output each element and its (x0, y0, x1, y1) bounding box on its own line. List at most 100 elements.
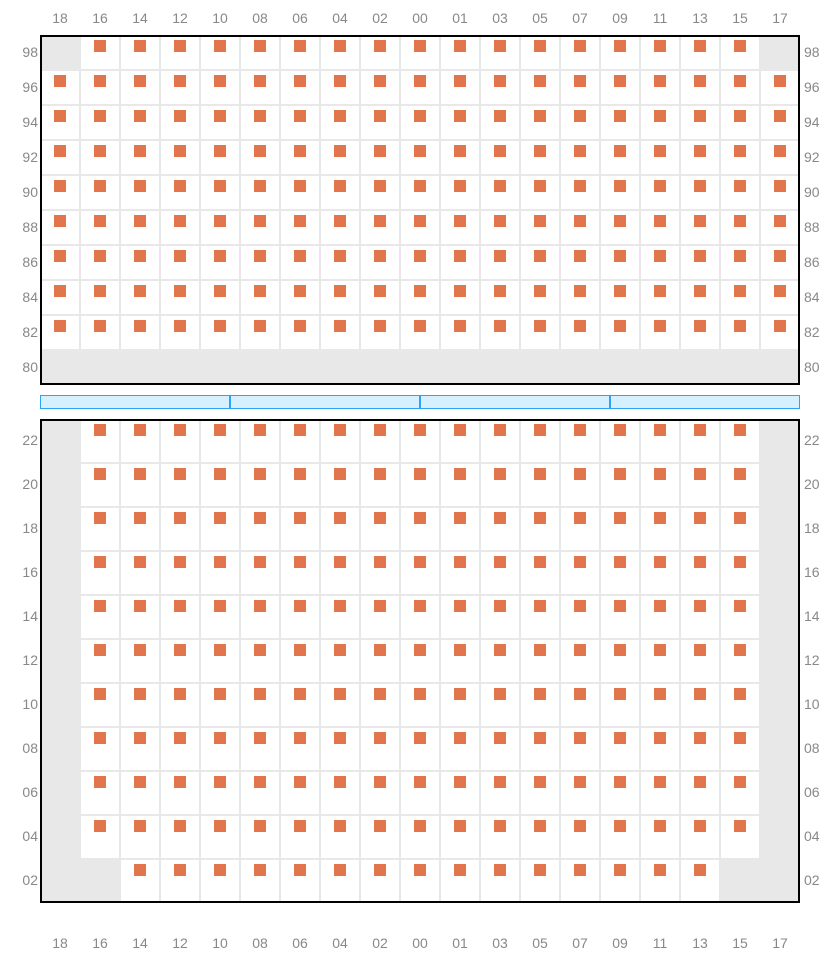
upper-seat[interactable] (574, 250, 586, 262)
upper-seat[interactable] (574, 320, 586, 332)
upper-seat[interactable] (774, 285, 786, 297)
lower-seat[interactable] (374, 600, 386, 612)
upper-seat[interactable] (734, 180, 746, 192)
upper-seat[interactable] (534, 145, 546, 157)
lower-seat[interactable] (534, 424, 546, 436)
lower-seat[interactable] (694, 600, 706, 612)
lower-seat[interactable] (254, 864, 266, 876)
lower-seat[interactable] (334, 600, 346, 612)
upper-seat[interactable] (574, 110, 586, 122)
lower-seat[interactable] (654, 732, 666, 744)
lower-seat[interactable] (734, 512, 746, 524)
lower-seat[interactable] (454, 820, 466, 832)
lower-seat[interactable] (494, 820, 506, 832)
upper-seat[interactable] (694, 320, 706, 332)
upper-seat[interactable] (294, 40, 306, 52)
upper-seat[interactable] (214, 145, 226, 157)
upper-seat[interactable] (54, 250, 66, 262)
upper-seat[interactable] (414, 215, 426, 227)
upper-seat[interactable] (254, 320, 266, 332)
upper-seat[interactable] (294, 75, 306, 87)
upper-seat[interactable] (214, 285, 226, 297)
upper-seat[interactable] (414, 320, 426, 332)
lower-seat[interactable] (254, 468, 266, 480)
lower-seat[interactable] (334, 776, 346, 788)
lower-seat[interactable] (494, 512, 506, 524)
upper-seat[interactable] (534, 75, 546, 87)
upper-seat[interactable] (654, 250, 666, 262)
upper-seat[interactable] (694, 110, 706, 122)
upper-seat[interactable] (94, 145, 106, 157)
lower-seat[interactable] (574, 864, 586, 876)
lower-seat[interactable] (654, 820, 666, 832)
upper-seat[interactable] (94, 40, 106, 52)
lower-seat[interactable] (454, 512, 466, 524)
upper-seat[interactable] (334, 40, 346, 52)
upper-seat[interactable] (134, 215, 146, 227)
upper-seat[interactable] (774, 320, 786, 332)
lower-seat[interactable] (374, 644, 386, 656)
lower-seat[interactable] (214, 732, 226, 744)
lower-seat[interactable] (614, 556, 626, 568)
lower-seat[interactable] (614, 820, 626, 832)
lower-seat[interactable] (334, 688, 346, 700)
lower-seat[interactable] (454, 424, 466, 436)
lower-seat[interactable] (654, 556, 666, 568)
lower-seat[interactable] (494, 600, 506, 612)
upper-seat[interactable] (414, 285, 426, 297)
lower-seat[interactable] (134, 468, 146, 480)
lower-seat[interactable] (654, 468, 666, 480)
lower-seat[interactable] (214, 688, 226, 700)
upper-seat[interactable] (654, 40, 666, 52)
lower-seat[interactable] (534, 512, 546, 524)
upper-seat[interactable] (734, 250, 746, 262)
lower-seat[interactable] (254, 732, 266, 744)
lower-seat[interactable] (294, 644, 306, 656)
lower-seat[interactable] (134, 600, 146, 612)
upper-seat[interactable] (454, 285, 466, 297)
lower-seat[interactable] (214, 600, 226, 612)
lower-seat[interactable] (694, 864, 706, 876)
lower-seat[interactable] (694, 644, 706, 656)
lower-seat[interactable] (174, 600, 186, 612)
lower-seat[interactable] (414, 688, 426, 700)
lower-seat[interactable] (574, 424, 586, 436)
upper-seat[interactable] (654, 110, 666, 122)
upper-seat[interactable] (54, 145, 66, 157)
upper-seat[interactable] (134, 145, 146, 157)
lower-seat[interactable] (414, 424, 426, 436)
upper-seat[interactable] (494, 285, 506, 297)
upper-seat[interactable] (654, 320, 666, 332)
lower-seat[interactable] (654, 864, 666, 876)
upper-seat[interactable] (214, 215, 226, 227)
upper-seat[interactable] (174, 75, 186, 87)
upper-seat[interactable] (734, 145, 746, 157)
lower-seat[interactable] (614, 512, 626, 524)
upper-seat[interactable] (214, 320, 226, 332)
upper-seat[interactable] (534, 40, 546, 52)
lower-seat[interactable] (254, 600, 266, 612)
upper-seat[interactable] (94, 250, 106, 262)
lower-seat[interactable] (94, 512, 106, 524)
upper-seat[interactable] (614, 75, 626, 87)
lower-seat[interactable] (334, 864, 346, 876)
lower-seat[interactable] (574, 644, 586, 656)
upper-seat[interactable] (94, 320, 106, 332)
lower-seat[interactable] (574, 468, 586, 480)
lower-seat[interactable] (134, 820, 146, 832)
lower-seat[interactable] (614, 864, 626, 876)
lower-seat[interactable] (294, 424, 306, 436)
upper-seat[interactable] (414, 145, 426, 157)
lower-seat[interactable] (654, 512, 666, 524)
upper-seat[interactable] (94, 285, 106, 297)
upper-seat[interactable] (454, 110, 466, 122)
lower-seat[interactable] (454, 600, 466, 612)
upper-seat[interactable] (534, 215, 546, 227)
lower-seat[interactable] (694, 468, 706, 480)
lower-seat[interactable] (94, 644, 106, 656)
upper-seat[interactable] (134, 180, 146, 192)
lower-seat[interactable] (334, 468, 346, 480)
lower-seat[interactable] (134, 424, 146, 436)
upper-seat[interactable] (454, 40, 466, 52)
upper-seat[interactable] (254, 250, 266, 262)
